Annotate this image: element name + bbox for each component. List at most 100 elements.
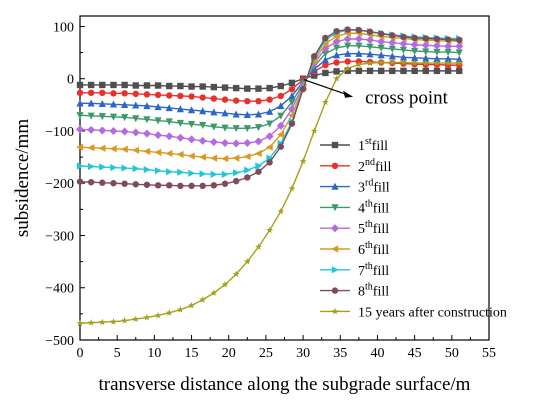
data-point bbox=[98, 126, 107, 135]
data-point bbox=[154, 148, 162, 156]
legend-item-5: 5thfill bbox=[320, 219, 389, 237]
data-point bbox=[456, 67, 463, 75]
data-point bbox=[76, 125, 84, 134]
data-point bbox=[444, 36, 452, 43]
data-point bbox=[299, 85, 307, 93]
data-point bbox=[143, 313, 151, 321]
data-point bbox=[433, 35, 441, 43]
data-point bbox=[166, 82, 173, 90]
data-point bbox=[266, 120, 274, 128]
data-point bbox=[198, 136, 207, 145]
data-point bbox=[154, 182, 162, 189]
data-point bbox=[121, 90, 128, 97]
data-point bbox=[265, 143, 273, 151]
data-point bbox=[199, 182, 206, 190]
data-point bbox=[276, 131, 284, 139]
y-tick-label: −300 bbox=[45, 229, 74, 244]
data-point bbox=[232, 84, 240, 92]
data-point bbox=[333, 68, 340, 75]
data-point bbox=[355, 67, 363, 75]
legend-label: 8thfill bbox=[358, 282, 389, 300]
data-point bbox=[166, 168, 174, 176]
data-point bbox=[388, 38, 397, 47]
data-point bbox=[377, 58, 385, 66]
data-point bbox=[120, 145, 128, 153]
data-point bbox=[110, 318, 117, 325]
data-point bbox=[110, 90, 117, 97]
data-point bbox=[277, 207, 285, 215]
data-point bbox=[199, 83, 206, 90]
legend-label: 3rdfill bbox=[358, 178, 390, 196]
data-point bbox=[366, 43, 374, 51]
data-point bbox=[132, 101, 140, 109]
data-point bbox=[109, 126, 118, 135]
y-axis-title: subsidence/mm bbox=[12, 119, 33, 237]
data-point bbox=[432, 41, 441, 50]
legend-label: 15 years after construction bbox=[358, 305, 507, 320]
data-point bbox=[277, 82, 284, 90]
data-point bbox=[255, 168, 262, 175]
data-point bbox=[98, 318, 106, 326]
legend-item-4: 4thfill bbox=[320, 198, 389, 216]
legend-label: 5thfill bbox=[358, 219, 389, 237]
data-point bbox=[288, 92, 296, 100]
data-point bbox=[354, 34, 363, 43]
data-point bbox=[288, 85, 296, 93]
data-point bbox=[266, 96, 273, 103]
x-tick-label: 5 bbox=[114, 346, 121, 361]
data-point bbox=[243, 138, 252, 147]
data-point bbox=[321, 40, 329, 48]
data-point bbox=[411, 34, 418, 42]
data-point bbox=[120, 127, 129, 136]
legend-item-3: 3rdfill bbox=[320, 178, 390, 196]
data-point bbox=[254, 149, 262, 158]
data-point bbox=[344, 49, 352, 57]
data-point bbox=[433, 67, 441, 75]
data-point bbox=[321, 56, 329, 64]
data-point bbox=[110, 180, 117, 187]
data-point bbox=[288, 99, 296, 107]
data-point bbox=[355, 61, 363, 68]
data-point bbox=[188, 182, 195, 190]
data-point bbox=[98, 144, 106, 152]
data-point bbox=[456, 36, 463, 44]
data-point bbox=[377, 44, 385, 52]
legend-label: 7thfill bbox=[358, 261, 389, 279]
data-point bbox=[143, 181, 151, 188]
data-point bbox=[87, 112, 95, 120]
y-tick-label: −100 bbox=[45, 125, 74, 140]
series-3 bbox=[76, 49, 463, 118]
data-point bbox=[366, 67, 374, 75]
data-point bbox=[176, 306, 184, 313]
data-point bbox=[355, 42, 363, 50]
data-point bbox=[277, 102, 285, 110]
annotation-group: cross point bbox=[303, 79, 449, 109]
data-point bbox=[210, 289, 218, 296]
x-tick-label: 20 bbox=[222, 346, 236, 361]
data-point bbox=[76, 81, 84, 89]
data-point bbox=[132, 82, 139, 89]
x-tick-label: 25 bbox=[259, 346, 273, 361]
data-point bbox=[254, 137, 263, 146]
data-point bbox=[455, 49, 463, 57]
data-point bbox=[433, 48, 441, 56]
data-point bbox=[266, 84, 273, 92]
annotation-arrow bbox=[303, 79, 348, 96]
data-point bbox=[421, 41, 430, 50]
data-point bbox=[143, 166, 151, 174]
series-1 bbox=[76, 67, 463, 92]
data-point bbox=[331, 307, 339, 315]
data-point bbox=[121, 164, 129, 172]
data-point bbox=[255, 85, 262, 92]
x-tick-label: 35 bbox=[333, 346, 347, 361]
data-point bbox=[232, 154, 240, 162]
data-point bbox=[332, 37, 341, 46]
data-point bbox=[121, 81, 128, 89]
data-point bbox=[177, 168, 185, 176]
data-point bbox=[143, 91, 151, 98]
data-point bbox=[422, 54, 430, 62]
data-point bbox=[344, 42, 352, 50]
data-point bbox=[98, 113, 106, 121]
data-point bbox=[455, 42, 464, 51]
data-point bbox=[266, 159, 273, 166]
